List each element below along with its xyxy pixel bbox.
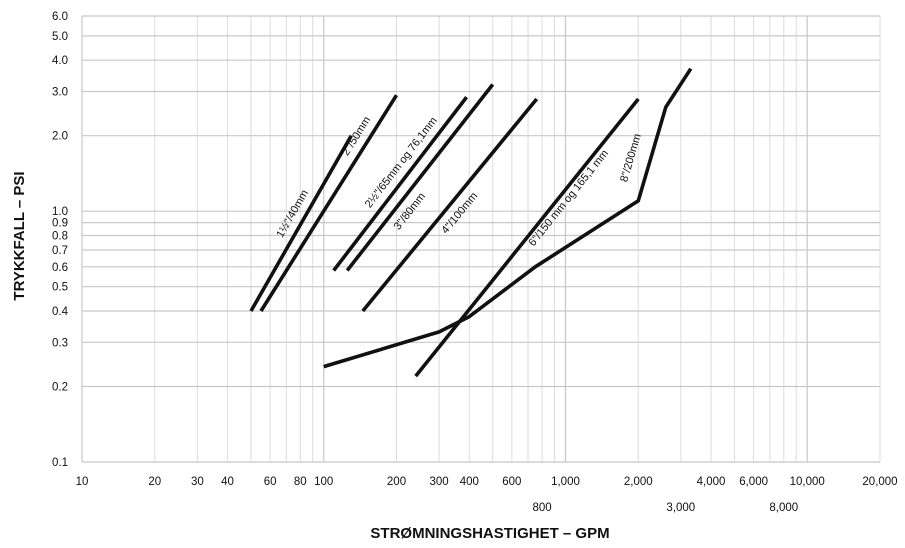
x-tick-label: 10 [76, 476, 89, 488]
y-tick-label: 6.0 [52, 11, 68, 23]
series-line [345, 83, 495, 272]
x-axis-title: STRØMNINGSHASTIGHET – GPM [370, 525, 609, 542]
x-tick-label: 20 [148, 476, 161, 488]
y-tick-label: 2.0 [52, 131, 68, 143]
x-tick-label: 6,000 [739, 476, 768, 488]
x-tick-label: 1,000 [551, 476, 580, 488]
x-tick-label: 300 [429, 476, 448, 488]
x-tick-label: 800 [532, 502, 551, 514]
y-tick-label: 0.3 [52, 337, 68, 349]
y-tick-label: 1.0 [52, 206, 68, 218]
series-line [323, 67, 693, 369]
x-tick-label: 100 [314, 476, 333, 488]
y-tick-label: 0.8 [52, 230, 68, 242]
y-axis-title: TRYKKFALL – PSI [11, 171, 28, 300]
series-line [332, 96, 469, 272]
x-tick-label: 10,000 [790, 476, 825, 488]
series-line [249, 134, 353, 312]
y-tick-label: 0.5 [52, 282, 68, 294]
x-tick-labels: 10 20 30 40 60 80 100 200 300 400 600 800 1,000 2,000… [76, 476, 898, 514]
series-line [414, 97, 640, 378]
series-line [361, 97, 539, 313]
x-tick-label: 8,000 [769, 502, 798, 514]
x-tick-label: 60 [264, 476, 277, 488]
x-tick-label: 600 [502, 476, 521, 488]
x-tick-label: 20,000 [862, 476, 897, 488]
x-tick-label: 4,000 [697, 476, 726, 488]
y-tick-label: 5.0 [52, 31, 68, 43]
x-tick-label: 30 [191, 476, 204, 488]
series-lines [249, 67, 693, 378]
y-tick-label: 0.1 [52, 457, 68, 469]
y-tick-label: 0.4 [52, 306, 69, 318]
x-tick-label: 40 [221, 476, 234, 488]
y-tick-label: 0.2 [52, 381, 68, 393]
y-tick-label: 3.0 [52, 87, 68, 99]
y-tick-label: 0.9 [52, 218, 68, 230]
y-tick-label: 4.0 [52, 55, 68, 67]
x-tick-label: 200 [387, 476, 406, 488]
x-tick-label: 400 [460, 476, 479, 488]
series-line [259, 94, 399, 312]
y-tick-label: 0.6 [52, 262, 68, 274]
x-tick-label: 3,000 [666, 502, 695, 514]
y-tick-label: 0.7 [52, 245, 68, 257]
x-tick-label: 80 [294, 476, 307, 488]
grid [81, 15, 881, 463]
x-tick-label: 2,000 [624, 476, 653, 488]
y-tick-labels: 0.1 0.2 0.3 0.4 0.5 0.6 0.7 0.80.91.0 2.0 3.0 4.0 5… [52, 11, 69, 469]
